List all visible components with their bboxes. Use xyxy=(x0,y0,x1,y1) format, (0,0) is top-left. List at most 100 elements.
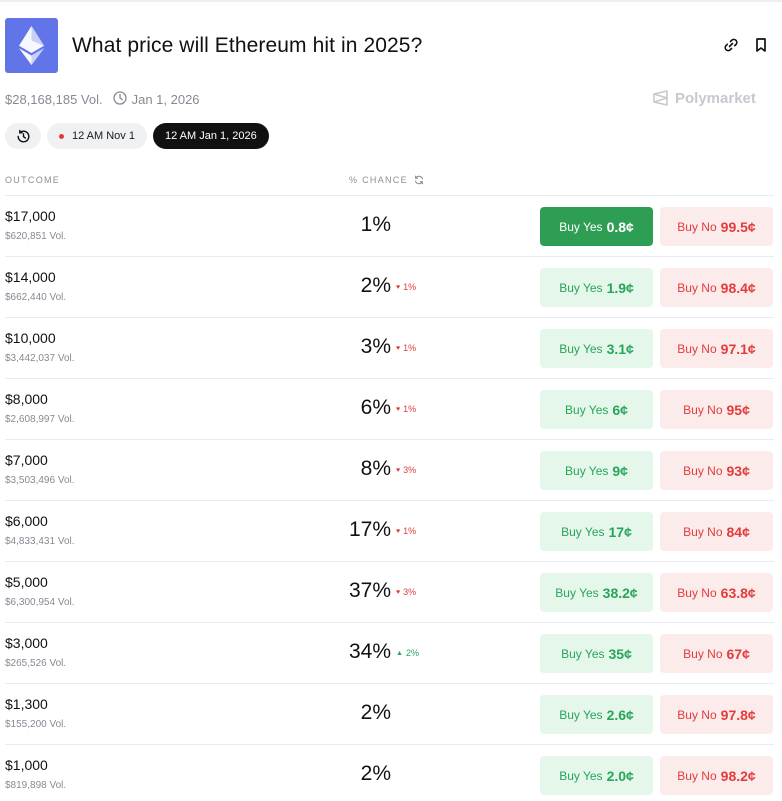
buy-yes-button[interactable]: Buy Yes 2.6¢ xyxy=(540,695,653,734)
buy-no-button[interactable]: Buy No 95¢ xyxy=(660,390,773,429)
buy-yes-button[interactable]: Buy Yes 17¢ xyxy=(540,512,653,551)
outcome-row[interactable]: $14,000 $662,440 Vol. 2% ♥ 1% Buy Yes 1.9¢ Buy … xyxy=(5,256,774,317)
buy-yes-button[interactable]: Buy Yes 3.1¢ xyxy=(540,329,653,368)
buy-no-price: 98.4¢ xyxy=(720,279,756,296)
refresh-icon[interactable] xyxy=(414,175,424,185)
chance-value: 6% xyxy=(360,396,391,419)
chance-delta: ▲ 2% xyxy=(396,648,419,658)
arrow-down-icon: ♥ xyxy=(396,344,401,352)
buy-yes-button[interactable]: Buy Yes 0.8¢ xyxy=(540,207,653,246)
buy-yes-price: 17¢ xyxy=(608,523,632,540)
buy-no-price: 93¢ xyxy=(726,462,750,479)
outcome-row[interactable]: $8,000 $2,608,997 Vol. 6% ♥ 1% Buy Yes 6¢ Buy N… xyxy=(5,378,774,439)
outcome-row[interactable]: $6,000 $4,833,431 Vol. 17% ♥ 1% Buy Yes 17¢ Buy… xyxy=(5,500,774,561)
live-dot-icon xyxy=(59,133,64,139)
chance-delta-value: 1% xyxy=(403,526,417,536)
outcome-volume: $662,440 Vol. xyxy=(5,292,67,303)
column-header-outcome: OUTCOME xyxy=(5,175,61,185)
buy-no-button[interactable]: Buy No 98.2¢ xyxy=(660,756,773,795)
outcome-label: $1,000 xyxy=(5,757,48,773)
buy-no-button[interactable]: Buy No 84¢ xyxy=(660,512,773,551)
outcome-label: $8,000 xyxy=(5,391,48,407)
buy-yes-label: Buy Yes xyxy=(559,341,603,356)
chance-delta: ♥ 1% xyxy=(396,282,416,292)
chance-value: 2% xyxy=(360,274,391,297)
buy-no-label: Buy No xyxy=(683,646,723,661)
buy-no-button[interactable]: Buy No 97.8¢ xyxy=(660,695,773,734)
buy-yes-label: Buy Yes xyxy=(559,707,603,722)
arrow-down-icon: ♥ xyxy=(396,588,401,596)
arrow-down-icon: ♥ xyxy=(396,405,401,413)
buy-yes-button[interactable]: Buy Yes 35¢ xyxy=(540,634,653,673)
chance-delta: ♥ 1% xyxy=(396,404,416,414)
buy-yes-button[interactable]: Buy Yes 9¢ xyxy=(540,451,653,490)
buy-no-button[interactable]: Buy No 67¢ xyxy=(660,634,773,673)
outcome-row[interactable]: $7,000 $3,503,496 Vol. 8% ♥ 3% Buy Yes 9¢ Buy N… xyxy=(5,439,774,500)
filter-pill-jan-1[interactable]: 12 AM Jan 1, 2026 xyxy=(152,123,269,149)
chance-delta: ♥ 3% xyxy=(396,465,416,475)
chance-cell: 34% ▲ 2% xyxy=(305,640,475,666)
buy-yes-label: Buy Yes xyxy=(559,768,603,783)
outcome-label: $1,300 xyxy=(5,696,48,712)
outcome-label: $14,000 xyxy=(5,269,56,285)
chance-cell: 17% ♥ 1% xyxy=(305,518,475,544)
timeframe-filters: 12 AM Nov 1 12 AM Jan 1, 2026 xyxy=(5,123,269,149)
chance-delta: ♥ 1% xyxy=(396,343,416,353)
chance-cell: 3% ♥ 1% xyxy=(305,335,475,361)
total-volume: $28,168,185 Vol. xyxy=(5,92,103,107)
chance-cell: 37% ♥ 3% xyxy=(305,579,475,605)
chance-delta-value: 1% xyxy=(403,404,417,414)
bookmark-icon[interactable] xyxy=(751,35,771,55)
buy-yes-label: Buy Yes xyxy=(559,280,603,295)
chance-value: 2% xyxy=(360,701,391,724)
chance-cell: 2% xyxy=(305,701,475,727)
outcome-volume: $2,608,997 Vol. xyxy=(5,414,75,425)
outcome-volume: $3,442,037 Vol. xyxy=(5,353,75,364)
outcome-row[interactable]: $1,000 $819,898 Vol. 2% Buy Yes 2.0¢ Buy No 98… xyxy=(5,744,774,801)
history-button[interactable] xyxy=(5,123,41,149)
chance-value: 3% xyxy=(360,335,391,358)
arrow-up-icon: ▲ xyxy=(396,649,403,657)
buy-yes-price: 0.8¢ xyxy=(606,218,634,235)
chance-cell: 8% ♥ 3% xyxy=(305,457,475,483)
buy-no-button[interactable]: Buy No 63.8¢ xyxy=(660,573,773,612)
outcome-row[interactable]: $5,000 $6,300,954 Vol. 37% ♥ 3% Buy Yes 38.2¢ B… xyxy=(5,561,774,622)
chance-delta: ♥ 1% xyxy=(396,526,416,536)
chance-cell: 2% xyxy=(305,762,475,788)
outcome-volume: $3,503,496 Vol. xyxy=(5,475,75,486)
arrow-down-icon: ♥ xyxy=(396,466,401,474)
outcome-list: $17,000 $620,851 Vol. 1% Buy Yes 0.8¢ Buy No 9… xyxy=(5,195,774,801)
outcome-row[interactable]: $10,000 $3,442,037 Vol. 3% ♥ 1% Buy Yes 3.1¢ Bu… xyxy=(5,317,774,378)
chance-delta: ♥ 3% xyxy=(396,587,416,597)
buy-no-button[interactable]: Buy No 97.1¢ xyxy=(660,329,773,368)
brand-name: Polymarket xyxy=(675,89,756,107)
outcome-row[interactable]: $3,000 $265,526 Vol. 34% ▲ 2% Buy Yes 35¢ Buy N… xyxy=(5,622,774,683)
buy-yes-button[interactable]: Buy Yes 1.9¢ xyxy=(540,268,653,307)
buy-no-price: 95¢ xyxy=(726,401,750,418)
buy-yes-button[interactable]: Buy Yes 6¢ xyxy=(540,390,653,429)
chance-delta-value: 2% xyxy=(405,648,419,658)
buy-yes-label: Buy Yes xyxy=(565,402,609,417)
buy-no-price: 97.8¢ xyxy=(720,706,756,723)
buy-yes-button[interactable]: Buy Yes 38.2¢ xyxy=(540,573,653,612)
buy-no-label: Buy No xyxy=(683,463,723,478)
outcome-row[interactable]: $17,000 $620,851 Vol. 1% Buy Yes 0.8¢ Buy No 9… xyxy=(5,195,774,256)
polymarket-logo-icon xyxy=(653,90,668,106)
outcome-volume: $6,300,954 Vol. xyxy=(5,597,75,608)
buy-yes-price: 38.2¢ xyxy=(602,584,638,601)
filter-pill-nov-1[interactable]: 12 AM Nov 1 xyxy=(47,123,147,149)
chance-delta-value: 1% xyxy=(403,343,417,353)
link-icon[interactable] xyxy=(721,35,741,55)
column-header-chance-label: % CHANCE xyxy=(349,175,408,185)
buy-no-button[interactable]: Buy No 98.4¢ xyxy=(660,268,773,307)
buy-no-button[interactable]: Buy No 99.5¢ xyxy=(660,207,773,246)
buy-no-button[interactable]: Buy No 93¢ xyxy=(660,451,773,490)
buy-no-label: Buy No xyxy=(677,585,717,600)
filter-pill-label: 12 AM Nov 1 xyxy=(72,130,135,142)
buy-yes-price: 35¢ xyxy=(608,645,632,662)
buy-no-label: Buy No xyxy=(677,280,717,295)
page-title: What price will Ethereum hit in 2025? xyxy=(72,34,423,57)
buy-yes-button[interactable]: Buy Yes 2.0¢ xyxy=(540,756,653,795)
outcome-row[interactable]: $1,300 $155,200 Vol. 2% Buy Yes 2.6¢ Buy No 97… xyxy=(5,683,774,744)
outcome-volume: $265,526 Vol. xyxy=(5,658,67,669)
